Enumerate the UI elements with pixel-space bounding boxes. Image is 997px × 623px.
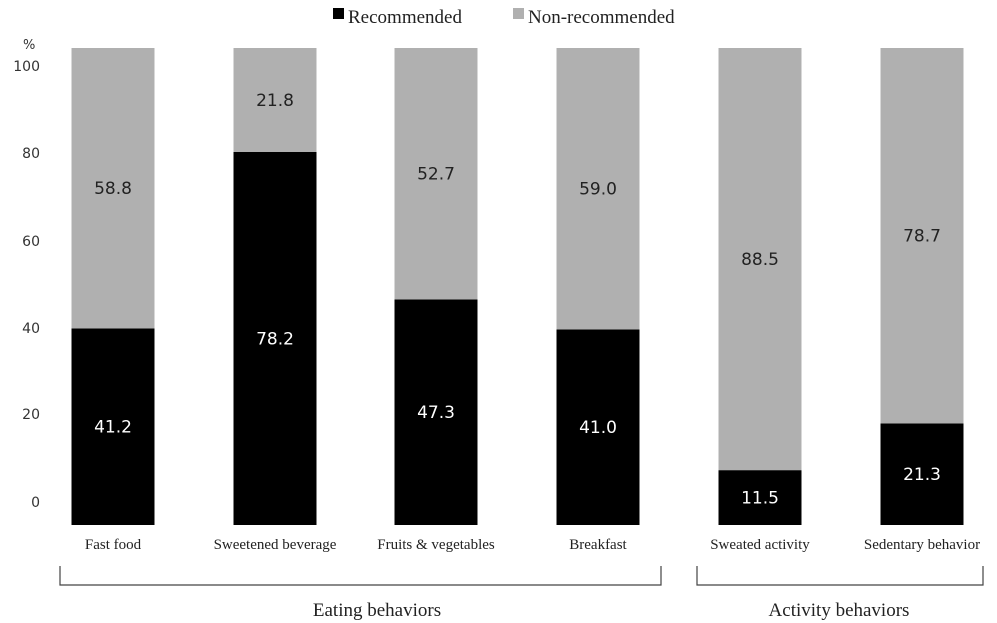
x-tick-label: Fruits & vegetables bbox=[377, 537, 495, 553]
bar-recommended bbox=[718, 470, 802, 525]
bar-non-recommended bbox=[394, 48, 478, 300]
data-label-non-recommended: 52.7 bbox=[417, 165, 455, 185]
data-label-non-recommended: 78.7 bbox=[903, 227, 941, 247]
bar-non-recommended bbox=[718, 48, 802, 471]
legend-swatch-recommended bbox=[333, 8, 344, 19]
y-tick-label: 0 bbox=[31, 495, 40, 511]
x-tick-label: Sweated activity bbox=[710, 537, 810, 553]
y-unit-label: % bbox=[23, 38, 35, 53]
legend: Recommended Non-recommended bbox=[333, 7, 675, 28]
group-bracket bbox=[696, 566, 984, 586]
bar-recommended bbox=[394, 299, 478, 525]
data-label-non-recommended: 59.0 bbox=[579, 180, 617, 200]
bar-non-recommended bbox=[233, 48, 317, 152]
bar-recommended bbox=[880, 423, 964, 525]
legend-swatch-non-recommended bbox=[513, 8, 524, 19]
data-label-recommended: 78.2 bbox=[256, 329, 294, 349]
legend-label: Non-recommended bbox=[528, 7, 675, 28]
data-label-recommended: 47.3 bbox=[417, 403, 455, 423]
data-label-recommended: 11.5 bbox=[741, 489, 779, 509]
data-label-non-recommended: 88.5 bbox=[741, 250, 779, 270]
legend-label: Recommended bbox=[348, 7, 462, 28]
data-label-non-recommended: 21.8 bbox=[256, 91, 294, 111]
y-tick-label: 80 bbox=[22, 146, 40, 162]
group-bracket bbox=[59, 566, 662, 586]
bar-recommended bbox=[556, 329, 640, 525]
bar-recommended bbox=[71, 328, 155, 525]
x-tick-label: Fast food bbox=[85, 537, 142, 553]
x-axis: Fast food Sweetened beverage Fruits & vege… bbox=[85, 537, 980, 553]
bar-non-recommended bbox=[880, 48, 964, 424]
data-label-recommended: 21.3 bbox=[903, 465, 941, 485]
data-label-recommended: 41.2 bbox=[94, 418, 132, 438]
y-tick-label: 40 bbox=[22, 321, 40, 337]
bar-non-recommended bbox=[556, 48, 640, 330]
category-groups: Eating behaviors Activity behaviors bbox=[59, 566, 984, 621]
data-label-non-recommended: 58.8 bbox=[94, 179, 132, 199]
group-label: Eating behaviors bbox=[313, 600, 441, 621]
y-tick-label: 100 bbox=[13, 59, 40, 75]
data-label-recommended: 41.0 bbox=[579, 418, 617, 438]
y-tick-label: 20 bbox=[22, 407, 40, 423]
bars: 41.2 58.8 78.2 21.8 47.3 52.7 41.0 59.0 11.5 88.5… bbox=[71, 48, 964, 525]
y-axis: % 0 20 40 60 80 100 bbox=[13, 38, 40, 511]
bar-recommended bbox=[233, 151, 317, 525]
bar-non-recommended bbox=[71, 48, 155, 329]
x-tick-label: Sweetened beverage bbox=[214, 537, 337, 553]
y-tick-label: 60 bbox=[22, 234, 40, 250]
x-tick-label: Sedentary behavior bbox=[864, 537, 980, 553]
x-tick-label: Breakfast bbox=[569, 537, 627, 553]
group-label: Activity behaviors bbox=[769, 600, 910, 621]
